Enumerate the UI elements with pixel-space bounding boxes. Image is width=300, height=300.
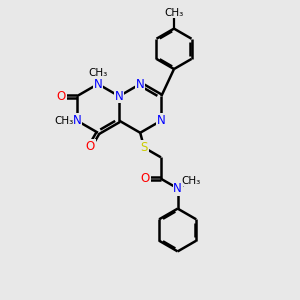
Text: S: S — [140, 141, 148, 154]
Text: O: O — [141, 172, 150, 185]
Text: CH₃: CH₃ — [182, 176, 201, 186]
Text: CH₃: CH₃ — [88, 68, 108, 78]
Text: N: N — [94, 77, 102, 91]
Text: O: O — [85, 140, 95, 153]
Text: CH₃: CH₃ — [54, 116, 73, 126]
Text: CH₃: CH₃ — [164, 8, 184, 18]
Text: O: O — [57, 90, 66, 103]
Text: N: N — [173, 182, 182, 195]
Text: N: N — [73, 114, 81, 127]
Text: N: N — [136, 77, 145, 91]
Text: N: N — [157, 114, 166, 127]
Text: N: N — [115, 90, 124, 103]
